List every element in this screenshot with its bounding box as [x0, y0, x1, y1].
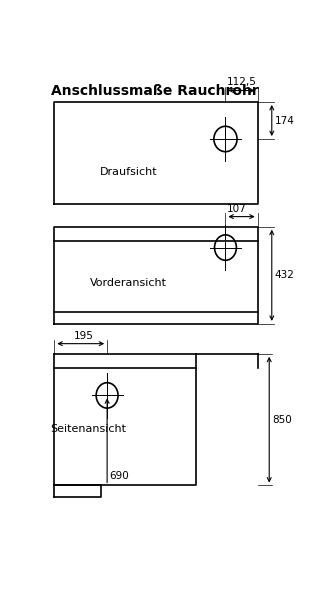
Text: Seitenansicht: Seitenansicht: [50, 424, 126, 434]
Text: 850: 850: [272, 415, 292, 425]
Text: Draufsicht: Draufsicht: [100, 167, 157, 177]
Text: 690: 690: [110, 471, 129, 481]
Text: 112,5: 112,5: [227, 77, 257, 87]
Text: Anschlussmaße Rauchrohr: Anschlussmaße Rauchrohr: [51, 83, 259, 98]
Text: 432: 432: [275, 270, 295, 280]
Text: Vorderansicht: Vorderansicht: [90, 278, 167, 288]
Text: 195: 195: [73, 331, 93, 341]
Text: 107: 107: [227, 204, 246, 214]
Text: 174: 174: [275, 116, 295, 125]
